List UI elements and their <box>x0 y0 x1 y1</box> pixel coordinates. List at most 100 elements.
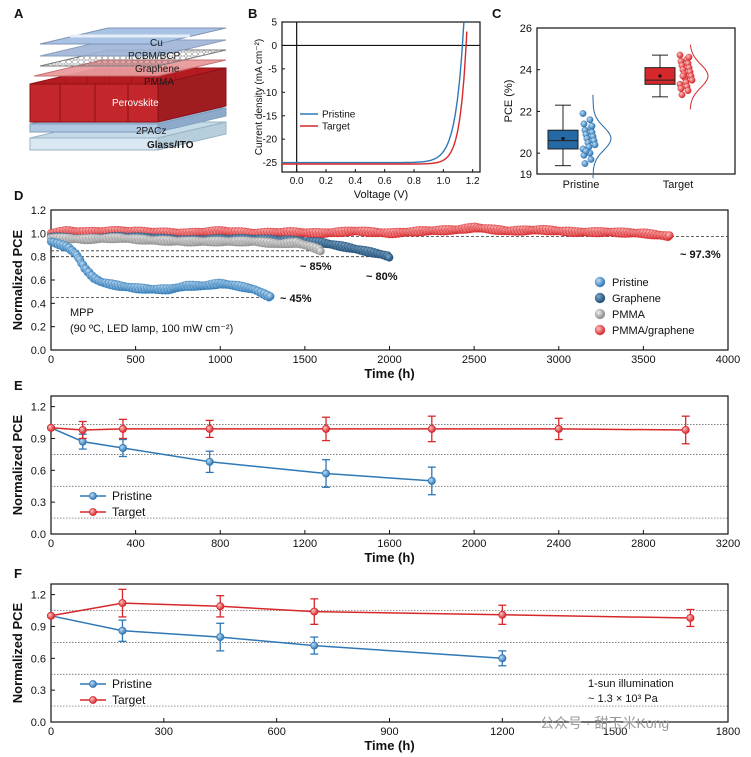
therm-legend-marker <box>89 492 97 500</box>
therm-point-target <box>205 424 214 433</box>
stab-x-tick-label: 500 <box>126 354 144 366</box>
therm-x-tick-label: 3200 <box>716 538 740 550</box>
therm-x-tick-label: 1200 <box>293 538 317 550</box>
jv-x-axis-label: Voltage (V) <box>354 189 408 201</box>
illum-y-tick-label: 0.6 <box>31 653 46 665</box>
illum-point-pristine <box>216 633 225 642</box>
illum-point-target <box>118 599 127 608</box>
illum-condition-line1: 1-sun illumination <box>588 678 674 690</box>
stab-point <box>316 247 325 256</box>
illum-condition-line2: ~ 1.3 × 10³ Pa <box>588 693 659 705</box>
therm-point-target <box>427 424 436 433</box>
stab-point <box>385 253 394 262</box>
therm-point-pristine <box>118 444 127 453</box>
therm-point-target <box>47 423 56 432</box>
stab-legend-label: Pristine <box>612 277 649 289</box>
therm-legend-marker <box>89 508 97 516</box>
jv-x-tick-label: 1.2 <box>466 176 480 187</box>
box-y-tick-label: 24 <box>520 65 532 77</box>
layer-label-pmma: PMMA <box>144 77 174 88</box>
stab-condition-line1: MPP <box>70 307 94 319</box>
stab-point <box>665 231 674 240</box>
box-point-pristine <box>580 120 588 128</box>
long-term-stability-chart: 0 500 1000 1500 2000 2500 3000 3500 4000 1.2 1.0 0.… <box>10 205 740 381</box>
therm-y-tick-label: 1.2 <box>31 402 46 414</box>
illum-x-tick-label: 900 <box>380 726 398 738</box>
illum-y-tick-label: 0.3 <box>31 685 46 697</box>
thermal-stability-chart: 0 400 800 1200 1600 2000 2400 2800 3200 1.2 0.9 0.6… <box>10 395 740 565</box>
therm-line-pristine <box>50 427 432 482</box>
therm-point-target <box>554 424 563 433</box>
illum-point-target <box>310 607 319 616</box>
panel-label-d: D <box>14 188 23 203</box>
illum-x-tick-label: 1200 <box>490 726 514 738</box>
layer-label-2pacz: 2PACz <box>136 126 166 137</box>
stab-legend-label: Graphene <box>612 293 661 305</box>
illumination-stability-chart: 0 300 600 900 1200 1500 1800 1.2 0.9 0.6 0.3 0.0 Tim… <box>10 583 740 753</box>
therm-legend-label: Pristine <box>112 489 152 503</box>
box-category-label: Target <box>663 179 694 191</box>
therm-y-axis-label: Normalized PCE <box>10 414 25 515</box>
layer-label-cu: Cu <box>150 38 163 49</box>
box-point-pristine <box>582 147 590 155</box>
layer-label-graphene: Graphene <box>135 64 180 75</box>
therm-legend-label: Target <box>112 505 146 519</box>
box-plot-frame <box>536 27 736 175</box>
panel-label-e: E <box>14 378 23 393</box>
therm-x-tick-label: 2400 <box>547 538 571 550</box>
layer-label-glass-ito: Glass/ITO <box>147 140 194 151</box>
illum-line-target <box>50 602 691 619</box>
jv-y-tick-label: -15 <box>263 111 278 122</box>
stab-legend-marker-pristine <box>594 276 606 288</box>
therm-point-target <box>118 424 127 433</box>
therm-y-tick-label: 0.9 <box>31 433 46 445</box>
box-point-pristine <box>588 122 596 130</box>
therm-point-pristine <box>427 476 436 485</box>
stab-y-tick-label: 0.8 <box>31 252 46 264</box>
illum-point-pristine <box>310 641 319 650</box>
therm-y-tick-label: 0.6 <box>31 465 46 477</box>
stab-point <box>266 292 275 301</box>
therm-x-tick-label: 400 <box>126 538 144 550</box>
device-stack-illustration: Cu PCBM/BCP Graphene PMMA Perovskite 2PA… <box>29 27 227 151</box>
illum-x-tick-label: 300 <box>155 726 173 738</box>
layer-pcbm-bcp <box>39 39 227 57</box>
jv-legend-label-target: Target <box>322 122 350 133</box>
therm-point-pristine <box>205 457 214 466</box>
illum-legend-marker <box>89 696 97 704</box>
box-point-pristine <box>591 141 599 149</box>
box-point-target <box>677 85 685 92</box>
jv-curve-pristine <box>282 22 465 164</box>
stab-legend-marker-pmma-graphene <box>594 324 606 336</box>
illum-point-pristine <box>118 626 127 635</box>
stab-legend-marker-pmma <box>594 308 606 320</box>
stab-y-tick-label: 1.0 <box>31 228 46 240</box>
panel-label-a: A <box>14 6 24 21</box>
therm-y-tick-label: 0.3 <box>31 497 46 509</box>
box-point-pristine <box>586 116 594 124</box>
jv-y-tick-label: -20 <box>263 135 278 146</box>
stab-y-tick-label: 0.6 <box>31 275 46 287</box>
jv-y-tick-label: 0 <box>271 41 277 52</box>
jv-curve-target <box>282 31 468 165</box>
box-density-curve <box>689 44 709 110</box>
box-y-tick-label: 20 <box>520 148 532 160</box>
illum-y-tick-label: 0.9 <box>31 621 46 633</box>
box-point-target <box>676 51 684 59</box>
stab-annotation: ~ 80% <box>366 271 398 283</box>
layer-label-perovskite: Perovskite <box>112 98 159 109</box>
panel-label-b: B <box>248 6 257 21</box>
therm-point-target <box>681 425 690 434</box>
illum-y-axis-label: Normalized PCE <box>10 602 25 703</box>
illum-point-target <box>498 610 507 619</box>
therm-plot-frame <box>50 395 729 535</box>
therm-point-target <box>78 425 87 434</box>
box-category-label: Pristine <box>563 179 600 191</box>
stab-x-tick-label: 3500 <box>631 354 655 366</box>
illum-legend-marker <box>89 680 97 688</box>
box-y-tick-label: 26 <box>520 23 532 35</box>
box-mean-marker <box>561 136 565 141</box>
box-y-axis-label: PCE (%) <box>503 80 515 123</box>
jv-x-tick-label: 0.2 <box>319 176 333 187</box>
stab-y-tick-label: 0.4 <box>31 298 46 310</box>
